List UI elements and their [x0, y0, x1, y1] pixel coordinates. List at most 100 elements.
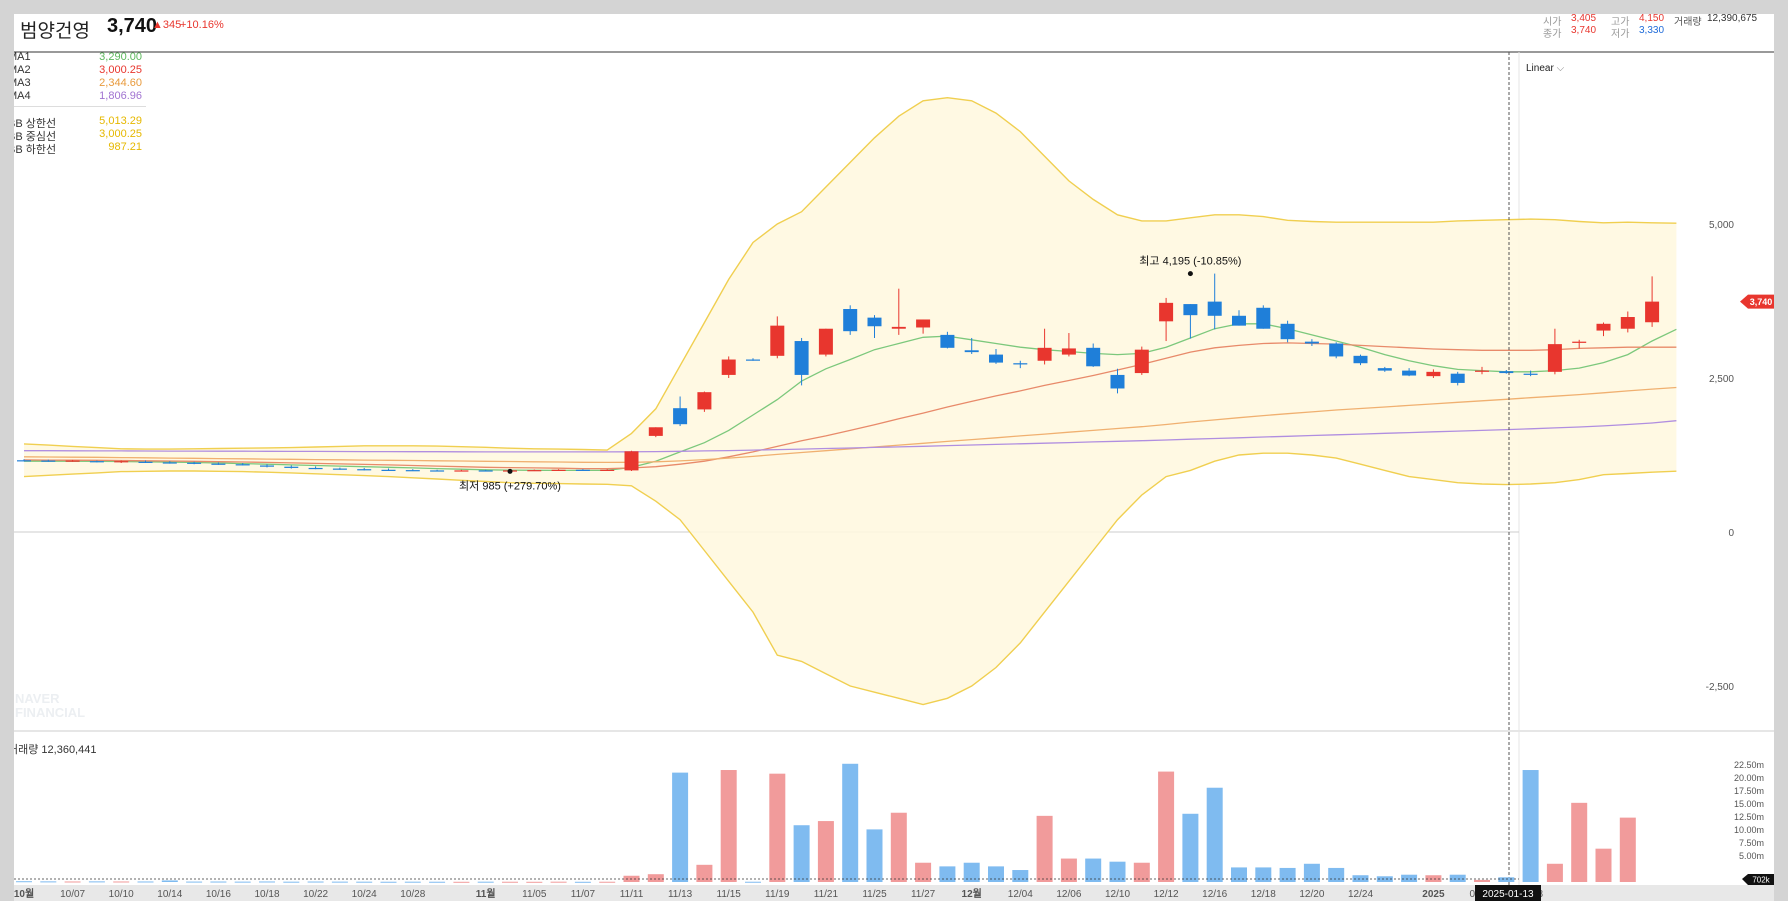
- candle-body: [794, 341, 809, 375]
- volume-bar: [404, 881, 421, 883]
- volume-bar: [1474, 879, 1490, 882]
- last-price-tag: [1740, 294, 1774, 309]
- candle-body: [673, 408, 688, 425]
- legend-bb-upper-value: 5,013.29: [99, 115, 142, 127]
- legend-ma3-name: MA3: [14, 77, 31, 89]
- volume-bar: [137, 881, 154, 883]
- volume-bar: [88, 881, 105, 883]
- candle-body: [1572, 341, 1587, 343]
- price-tick-label: 0: [1728, 528, 1734, 539]
- scale-mode-label: Linear: [1526, 63, 1554, 74]
- last-volume-tag: [1742, 874, 1774, 885]
- legend-ma4-value: 1,806.96: [99, 90, 142, 102]
- bollinger-band-fill: [24, 97, 1677, 705]
- volume-bar: [1036, 815, 1053, 882]
- price-chart[interactable]: -2,500 0 2,500 5,000 최저 985 (+279.70%) 최고 4,1…: [14, 14, 1774, 901]
- volume-bar: [1571, 802, 1588, 882]
- candle-body: [1304, 341, 1319, 344]
- candle-body: [1645, 301, 1660, 323]
- volume-bar: [1522, 770, 1539, 882]
- candle-body: [89, 461, 104, 463]
- volume-bar: [1012, 870, 1029, 882]
- scale-mode-dropdown[interactable]: Linear ⌵: [1526, 63, 1564, 74]
- x-tick-label: 12/16: [1202, 889, 1227, 900]
- x-axis-bar: [14, 885, 1774, 901]
- price-tick-label: -2,500: [1706, 682, 1735, 693]
- chevron-down-icon: ⌵: [1556, 63, 1565, 74]
- volume-bar: [186, 881, 203, 883]
- x-tick-label: 10/24: [352, 889, 377, 900]
- x-tick-label: 10/18: [254, 889, 279, 900]
- candle-body: [600, 469, 615, 471]
- x-tick-label: 11/05: [522, 889, 547, 900]
- volume-bar: [16, 881, 32, 883]
- x-tick-label: 11/21: [814, 889, 839, 900]
- candle-body: [1402, 370, 1417, 376]
- series-line-bb-하한선: [23, 452, 1677, 706]
- candle-body: [648, 427, 663, 436]
- high-label: 고가: [1611, 17, 1630, 28]
- volume-bar: [453, 881, 470, 883]
- extreme-annotation: 최고 4,195 (-10.85%): [1139, 255, 1241, 268]
- legend-bb-lower-name: BB 하한선: [14, 144, 57, 156]
- candle-body: [916, 319, 931, 328]
- candle-body: [211, 463, 226, 465]
- x-tick-label: 2025: [1422, 889, 1445, 900]
- volume-bar: [769, 773, 786, 882]
- volume-bar: [1328, 867, 1345, 882]
- x-tick-label: 10/07: [60, 889, 85, 900]
- volume-bar: [842, 763, 859, 882]
- volume-bar: [866, 829, 883, 882]
- volume-bar: [380, 881, 397, 883]
- chart-window: -2,500 0 2,500 5,000 최저 985 (+279.70%) 최고 4,1…: [14, 14, 1774, 901]
- candle-body: [1499, 371, 1514, 374]
- volume-tick-label: 15.00m: [1734, 799, 1764, 809]
- legend-divider: [14, 106, 146, 107]
- candle-body: [575, 469, 590, 471]
- candle-body: [818, 328, 833, 355]
- volume-value: 12,390,675: [1707, 14, 1758, 24]
- candle-body: [41, 460, 56, 462]
- candle-body: [1061, 348, 1076, 355]
- volume-bar: [502, 881, 518, 883]
- candle-body: [138, 461, 153, 463]
- volume-bar: [1303, 863, 1320, 882]
- volume-tick-label: 7.50m: [1739, 838, 1764, 848]
- volume-bar: [1060, 858, 1077, 882]
- x-tick-label: 12/20: [1299, 889, 1324, 900]
- legend-ma2-value: 3,000.25: [99, 64, 142, 76]
- candle-body: [187, 462, 202, 464]
- volume-bar: [988, 866, 1004, 882]
- volume-bar: [356, 881, 373, 883]
- x-tick-label: 11/13: [668, 889, 693, 900]
- x-tick-label: 12/10: [1105, 889, 1130, 900]
- volume-tick-label: 20.00m: [1734, 773, 1764, 783]
- candle-body: [1037, 347, 1052, 361]
- volume-bar: [1376, 876, 1393, 882]
- volume-bar: [161, 880, 178, 882]
- crosshair-date-label: 2025-01-13: [1482, 889, 1534, 900]
- legend-bb-mid-name: BB 중심선: [14, 131, 57, 143]
- candle-body: [1134, 349, 1149, 374]
- x-tick-label: 11/27: [911, 889, 936, 900]
- quote-header: 범양건영 3,740 ▲345 +10.16% 시가 3,405 고가 4,15…: [14, 14, 1774, 52]
- legend-ma3-value: 2,344.60: [99, 77, 142, 89]
- volume-bar: [283, 881, 300, 883]
- volume-bar: [1498, 877, 1515, 882]
- x-tick-label: 12/06: [1056, 889, 1081, 900]
- low-value: 3,330: [1639, 25, 1665, 36]
- x-tick-label: 10/14: [157, 889, 182, 900]
- volume-bar: [550, 881, 567, 883]
- volume-bar: [672, 772, 689, 882]
- legend-bb-mid-value: 3,000.25: [99, 128, 142, 140]
- candle-body: [697, 392, 712, 410]
- candle-body: [114, 461, 129, 463]
- stock-name: 범양건영: [20, 21, 90, 42]
- current-price: 3,740: [107, 15, 158, 37]
- volume-tick-label: 5.00m: [1739, 851, 1764, 861]
- crosshair-date-tag: [1475, 885, 1541, 901]
- candle-body: [1207, 301, 1222, 316]
- volume-bar: [429, 881, 446, 883]
- open-label: 시가: [1543, 17, 1562, 28]
- x-tick-label: 11/15: [717, 889, 742, 900]
